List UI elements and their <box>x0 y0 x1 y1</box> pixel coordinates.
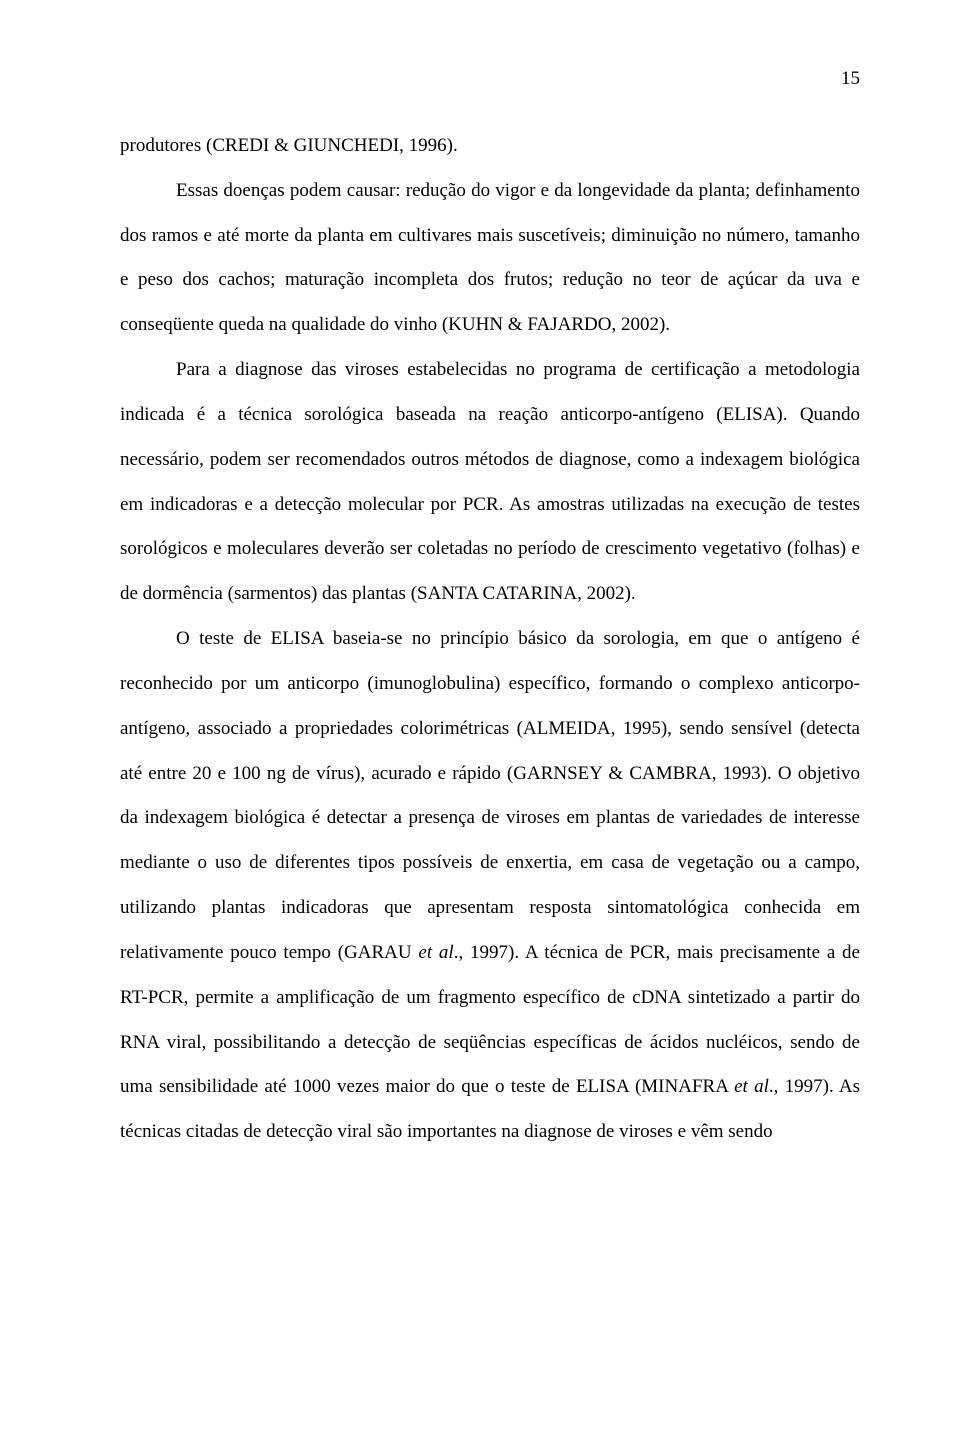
paragraph-1: produtores (CREDI & GIUNCHEDI, 1996). <box>120 124 860 169</box>
paragraph-2: Essas doenças podem causar: redução do v… <box>120 169 860 348</box>
page-content: produtores (CREDI & GIUNCHEDI, 1996). Es… <box>120 124 860 1155</box>
paragraph-3: Para a diagnose das viroses estabelecida… <box>120 348 860 617</box>
p4-text-2: ., 1997). A técnica de PCR, mais precisa… <box>120 942 860 1097</box>
page: 15 produtores (CREDI & GIUNCHEDI, 1996).… <box>0 0 960 1438</box>
page-number: 15 <box>841 68 860 90</box>
p4-etal-2: et al <box>734 1076 769 1097</box>
p4-etal-1: et al <box>418 942 453 963</box>
p4-text-1: O teste de ELISA baseia-se no princípio … <box>120 628 860 963</box>
paragraph-4: O teste de ELISA baseia-se no princípio … <box>120 617 860 1155</box>
